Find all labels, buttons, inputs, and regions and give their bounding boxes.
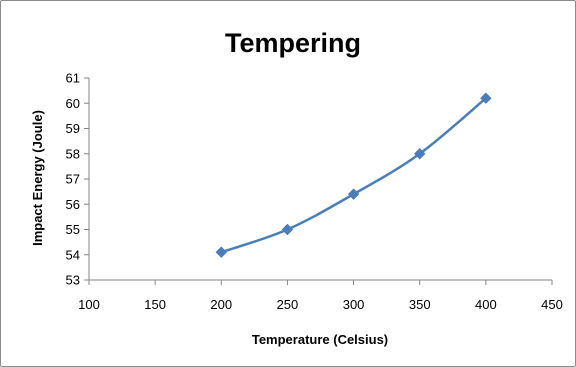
data-point-marker <box>215 246 227 258</box>
y-axis-label: Impact Energy (Joule) <box>30 110 45 246</box>
x-tick-label: 400 <box>475 297 497 312</box>
axes <box>84 77 553 285</box>
x-tick-label: 250 <box>277 297 299 312</box>
x-tick-label: 450 <box>541 297 563 312</box>
y-tick-label: 54 <box>66 247 80 262</box>
x-tick-label: 350 <box>409 297 431 312</box>
data-point-marker <box>281 223 294 236</box>
y-tick-label: 61 <box>66 71 80 86</box>
series-line <box>220 97 487 254</box>
data-point-marker <box>414 148 426 160</box>
x-axis-label: Temperature (Celsius) <box>252 332 388 347</box>
y-tick-label: 58 <box>66 146 80 161</box>
chart-title: Tempering <box>225 28 361 58</box>
x-tick-label: 150 <box>144 297 166 312</box>
series-group <box>215 92 492 258</box>
data-point-marker <box>347 188 360 200</box>
x-tick-label: 300 <box>343 297 365 312</box>
x-tick-label: 100 <box>78 297 100 312</box>
y-tick-label: 57 <box>66 172 80 187</box>
tick-labels: 53 54 55 56 57 58 59 60 61 100 150 200 250 300 350 400 4… <box>66 71 563 313</box>
y-tick-label: 60 <box>66 96 80 111</box>
y-tick-label: 55 <box>66 222 80 237</box>
y-tick-label: 53 <box>66 273 80 288</box>
data-point-marker <box>480 92 492 104</box>
y-tick-label: 59 <box>66 121 80 136</box>
y-tick-label: 56 <box>66 197 80 212</box>
x-tick-label: 200 <box>210 297 232 312</box>
